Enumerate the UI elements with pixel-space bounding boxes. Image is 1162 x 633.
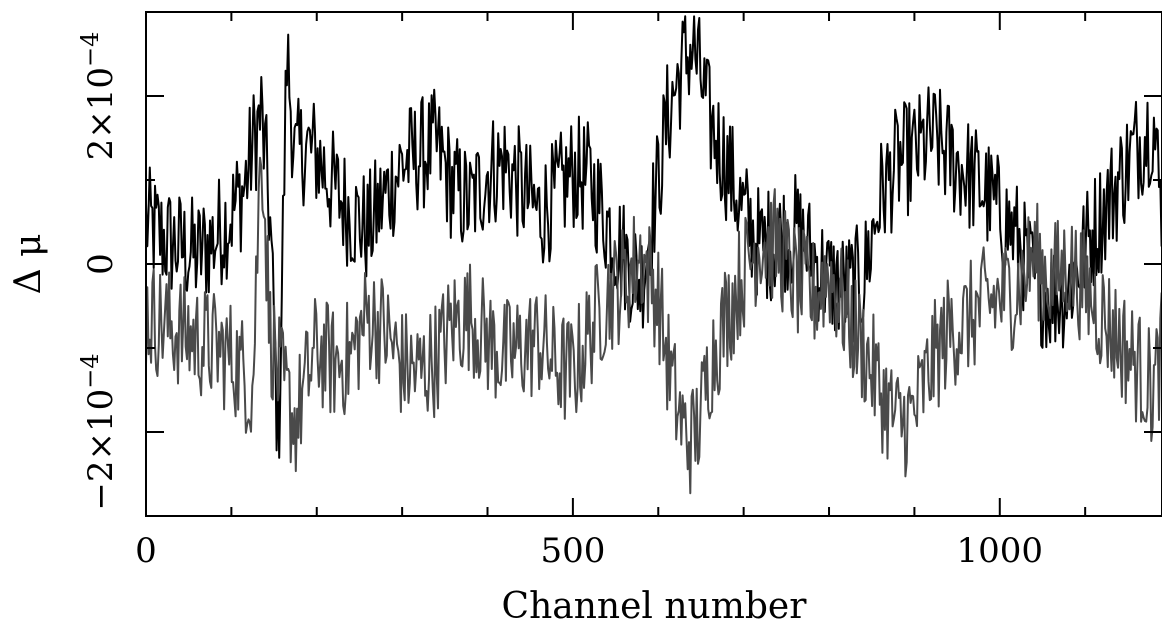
y-tick-mantissa: 2×10 xyxy=(81,67,121,160)
x-tick-label: 0 xyxy=(135,531,157,571)
y-axis-title: Δ μ xyxy=(8,234,49,295)
y-tick-label: 2×10−4 xyxy=(76,32,121,161)
series-line-2 xyxy=(146,156,1162,495)
x-tick-label: 500 xyxy=(540,531,605,571)
x-tick-label: 1000 xyxy=(957,531,1044,571)
y-tick-mantissa: −2×10 xyxy=(81,389,121,511)
x-axis-title: Channel number xyxy=(502,586,808,627)
series-layer xyxy=(146,15,1162,495)
y-tick-mantissa: 0 xyxy=(81,253,121,275)
y-tick-label: 0 xyxy=(81,253,121,275)
ticks-layer xyxy=(145,12,1162,516)
y-tick-label: −2×10−4 xyxy=(76,353,121,510)
y-tick-exponent: −4 xyxy=(76,32,104,67)
y-tick-exponent: −4 xyxy=(76,353,104,388)
series-line-1 xyxy=(146,15,1162,459)
